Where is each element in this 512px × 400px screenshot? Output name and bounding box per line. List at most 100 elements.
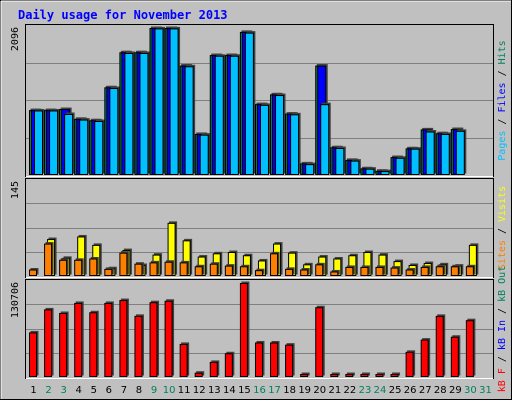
day-label-10: 10 [163, 385, 176, 396]
kb-out-bar-day-18 [285, 344, 294, 378]
sites-bar-day-20 [315, 264, 324, 276]
day-label-15: 15 [238, 385, 251, 396]
day-label-30: 30 [464, 385, 477, 396]
sites-bar-day-8 [134, 263, 143, 277]
sites-bar-day-21 [330, 271, 339, 276]
kb-out-bar-day-29 [450, 336, 459, 377]
kb-out-bar-day-13 [209, 361, 218, 377]
pages-bar-day-2 [49, 110, 59, 175]
pages-bar-day-25 [395, 157, 405, 176]
day-label-26: 26 [404, 385, 417, 396]
kb-out-bar-day-4 [74, 302, 83, 377]
kb-out-bar-day-21 [330, 374, 339, 377]
legend-pages-files-hits-part: / [497, 113, 508, 131]
day-label-11: 11 [178, 385, 191, 396]
sites-bar-day-25 [390, 267, 399, 277]
kb-out-bar-day-23 [360, 374, 369, 377]
legend-pages-files-hits-part: Hits [497, 40, 508, 64]
sites-bar-day-30 [465, 266, 474, 276]
sites-bar-day-11 [179, 262, 188, 276]
kb-out-bar-day-15 [239, 283, 248, 377]
day-label-24: 24 [374, 385, 387, 396]
day-label-18: 18 [283, 385, 296, 396]
pages-bar-day-12 [199, 134, 209, 175]
kb-out-bar-day-17 [270, 342, 279, 377]
pages-bar-day-17 [275, 95, 285, 175]
pages-bar-day-18 [290, 114, 300, 176]
legend-kb-part: kB Out [497, 266, 508, 302]
legend-kb-part: / [497, 350, 508, 368]
sites-bar-day-28 [435, 266, 444, 276]
ymax-label-1: 2096 [10, 27, 21, 51]
kb-out-bar-day-10 [164, 300, 173, 378]
day-label-27: 27 [419, 385, 432, 396]
legend-pages-files-hits-part: Pages [497, 131, 508, 161]
legend-pages-files-hits-part: Files [497, 82, 508, 112]
pages-bar-day-22 [350, 160, 360, 176]
legend-kb-part: kB F [497, 368, 508, 392]
pages-bar-day-26 [410, 148, 420, 175]
day-label-21: 21 [328, 385, 341, 396]
legend-pages-files-hits: Pages / Files / Hits [497, 40, 508, 160]
pages-bar-day-19 [305, 164, 315, 175]
sites-bar-day-4 [74, 259, 83, 276]
pages-bar-day-11 [184, 66, 194, 175]
pages-bar-day-23 [365, 168, 375, 175]
sites-bar-day-22 [345, 266, 354, 276]
kb-out-bar-day-25 [390, 374, 399, 377]
kb-out-bar-day-8 [134, 315, 143, 378]
chart-title: Daily usage for November 2013 [18, 8, 228, 22]
day-label-9: 9 [151, 385, 157, 396]
day-label-7: 7 [121, 385, 127, 396]
sites-bar-day-9 [149, 262, 158, 276]
pages-bar-day-29 [455, 130, 465, 176]
legend-kb: kB F / kB In / kB Out [497, 266, 508, 392]
sites-bar-day-19 [300, 269, 309, 277]
day-label-19: 19 [298, 385, 311, 396]
sites-bar-day-27 [420, 266, 429, 276]
legend-pages-files-hits-part: / [497, 64, 508, 82]
day-label-5: 5 [91, 385, 97, 396]
sites-bar-day-15 [239, 266, 248, 276]
day-label-6: 6 [106, 385, 112, 396]
sites-bar-day-24 [375, 266, 384, 276]
pages-bar-day-21 [335, 147, 345, 175]
legend-sites-visits: Sites / Visits [497, 186, 508, 270]
day-label-20: 20 [313, 385, 326, 396]
pages-bar-day-13 [214, 55, 224, 175]
kb-out-bar-day-22 [345, 374, 354, 377]
sites-bar-day-29 [450, 266, 459, 276]
kb-out-bar-day-6 [104, 302, 113, 377]
legend-sites-visits-part: / [497, 222, 508, 240]
day-label-23: 23 [359, 385, 372, 396]
kb-out-bar-day-12 [194, 372, 203, 377]
legend-kb-part: / [497, 302, 508, 320]
sites-bar-day-6 [104, 268, 113, 276]
day-label-16: 16 [253, 385, 266, 396]
pages-bar-day-5 [94, 120, 104, 175]
sites-bar-day-26 [405, 269, 414, 277]
pages-bar-day-9 [154, 28, 164, 175]
day-label-25: 25 [389, 385, 402, 396]
sites-bar-day-16 [254, 270, 263, 277]
pages-bar-day-20 [320, 104, 330, 175]
kb-out-bar-day-28 [435, 315, 444, 378]
sites-bar-day-14 [224, 265, 233, 277]
sites-bar-day-17 [270, 253, 279, 277]
pages-bar-day-16 [259, 104, 269, 175]
kb-out-bar-day-11 [179, 343, 188, 377]
sites-bar-day-18 [285, 268, 294, 276]
day-label-13: 13 [208, 385, 221, 396]
sites-bar-day-2 [44, 243, 53, 277]
sites-bar-day-23 [360, 266, 369, 276]
day-label-22: 22 [344, 385, 357, 396]
sites-bar-day-13 [209, 263, 218, 277]
pages-bar-day-8 [139, 52, 149, 175]
pages-bar-day-14 [229, 55, 239, 175]
pages-bar-day-6 [109, 88, 119, 175]
kb-out-bar-day-24 [375, 374, 384, 377]
ymax-label-2: 145 [10, 181, 21, 199]
kb-out-bar-day-14 [224, 353, 233, 377]
pages-bar-day-27 [425, 131, 435, 176]
